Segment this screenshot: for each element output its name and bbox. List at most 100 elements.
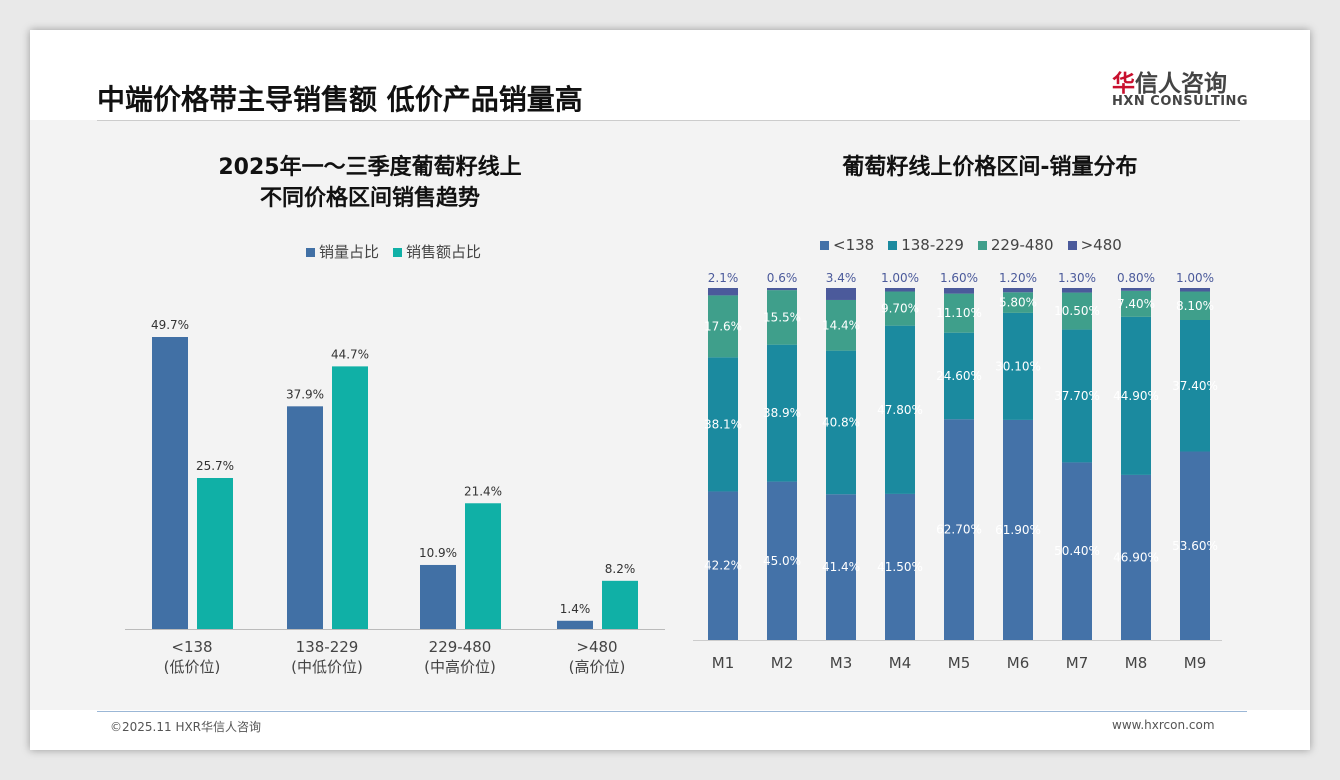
footer-divider xyxy=(97,711,1247,712)
data-label: 2.1% xyxy=(708,271,739,285)
data-label: 37.40% xyxy=(1172,379,1218,393)
data-label: 24.60% xyxy=(936,369,982,383)
data-label: 49.7% xyxy=(151,318,189,332)
legend-swatch xyxy=(888,241,898,250)
stacked-bar-segment xyxy=(944,288,974,294)
stacked-bar-segment xyxy=(885,288,915,292)
stacked-bar-segment xyxy=(1180,320,1210,452)
stacked-bar-segment xyxy=(885,291,915,326)
stacked-bar-segment xyxy=(1062,292,1092,330)
stacked-bar-segment xyxy=(1062,462,1092,640)
x-tick-label: 138-229 xyxy=(296,638,359,656)
legend-item: >480 xyxy=(1067,236,1122,254)
legend-item: 销售额占比 xyxy=(393,241,481,262)
data-label: 14.4% xyxy=(822,318,860,332)
logo-en: HXN CONSULTING xyxy=(1112,94,1249,109)
data-label: 38.1% xyxy=(704,417,742,431)
stacked-bar-segment xyxy=(708,357,738,492)
title-divider xyxy=(97,120,1240,121)
x-tick-label: M4 xyxy=(889,654,912,672)
data-label: 40.8% xyxy=(822,415,860,429)
left-legend: 销量占比 销售额占比 xyxy=(306,241,481,262)
data-label: 8.2% xyxy=(605,562,636,576)
data-label: 11.10% xyxy=(936,306,982,320)
stacked-bar-segment xyxy=(826,494,856,640)
data-label: 1.00% xyxy=(1176,271,1214,285)
data-label: 50.40% xyxy=(1054,544,1100,558)
x-tick-label: M9 xyxy=(1184,654,1207,672)
legend-label: 销售额占比 xyxy=(406,243,482,261)
stacked-bar-segment xyxy=(1180,451,1210,640)
bar-sales xyxy=(197,478,233,629)
bar-volume xyxy=(557,620,593,629)
data-label: 47.80% xyxy=(877,403,923,417)
stacked-bar-segment xyxy=(1121,474,1151,640)
data-label: 30.10% xyxy=(995,359,1041,373)
stacked-bar-segment xyxy=(826,299,856,351)
stacked-bar-segment xyxy=(1180,291,1210,320)
footer-copyright: ©2025.11 HXR华信人咨询 xyxy=(110,720,262,734)
left-chart-title: 2025年一～三季度葡萄籽线上 不同价格区间销售趋势 xyxy=(130,152,610,214)
data-label: 62.70% xyxy=(936,523,982,537)
data-label: 1.00% xyxy=(881,271,919,285)
bar-sales xyxy=(602,580,638,629)
data-label: 61.90% xyxy=(995,523,1041,537)
data-label: 45.0% xyxy=(763,554,801,568)
stacked-bar-segment xyxy=(885,325,915,494)
data-label: 44.90% xyxy=(1113,389,1159,403)
legend-swatch xyxy=(977,241,987,250)
data-label: 9.70% xyxy=(881,302,919,316)
stacked-bar-segment xyxy=(826,288,856,300)
stacked-bar-segment xyxy=(944,332,974,420)
stacked-bar-segment xyxy=(767,290,797,345)
stacked-bar-segment xyxy=(1180,288,1210,292)
stacked-bar-segment xyxy=(826,350,856,495)
stacked-bar-segment xyxy=(708,288,738,296)
x-tick-label: M8 xyxy=(1125,654,1148,672)
x-tick-label: 229-480 xyxy=(429,638,492,656)
stacked-bar-segment xyxy=(767,288,797,291)
stacked-bar-segment xyxy=(708,491,738,640)
data-label: 1.4% xyxy=(560,602,591,616)
data-label: 7.40% xyxy=(1117,297,1155,311)
x-tick-label: M2 xyxy=(771,654,794,672)
x-tick-sublabel: (中高价位) xyxy=(424,658,496,676)
x-tick-label: <138 xyxy=(171,638,212,656)
x-tick-label: >480 xyxy=(576,638,617,656)
data-label: 3.4% xyxy=(826,271,857,285)
stacked-bar-segment xyxy=(1003,288,1033,293)
stacked-bar-segment xyxy=(1003,312,1033,420)
data-label: 1.30% xyxy=(1058,271,1096,285)
right-legend: <138 138-229 229-480 >480 xyxy=(820,236,1122,254)
legend-item: <138 xyxy=(820,236,874,254)
legend-label: 138-229 xyxy=(901,236,964,254)
legend-item: 销量占比 xyxy=(306,241,379,262)
legend-label: 销量占比 xyxy=(319,243,380,261)
page-title: 中端价格带主导销售额 低价产品销量高 xyxy=(97,83,583,116)
bar-volume xyxy=(287,406,323,629)
stacked-bar-segment xyxy=(885,493,915,640)
content-area xyxy=(30,120,1310,710)
data-label: 38.9% xyxy=(763,406,801,420)
bar-volume xyxy=(152,337,188,629)
legend-swatch xyxy=(820,241,829,250)
x-tick-label: M3 xyxy=(830,654,853,672)
data-label: 37.9% xyxy=(286,387,324,401)
data-label: 41.4% xyxy=(822,560,860,574)
stacked-bar-segment xyxy=(944,293,974,333)
right-chart-title: 葡萄籽线上价格区间-销量分布 xyxy=(842,155,1138,180)
stacked-bar-segment xyxy=(1121,288,1151,291)
data-label: 44.7% xyxy=(331,347,369,361)
stacked-bar-segment xyxy=(708,295,738,358)
logo: 华信人咨询 xyxy=(1112,71,1227,97)
x-tick-label: M5 xyxy=(948,654,971,672)
data-label: 42.2% xyxy=(704,559,742,573)
data-label: 1.60% xyxy=(940,271,978,285)
x-tick-sublabel: (高价位) xyxy=(569,658,626,676)
legend-item: 229-480 xyxy=(977,236,1054,254)
stacked-bar-segment xyxy=(1121,290,1151,317)
stacked-bar-segment xyxy=(1062,329,1092,463)
legend-label: <138 xyxy=(833,236,875,254)
